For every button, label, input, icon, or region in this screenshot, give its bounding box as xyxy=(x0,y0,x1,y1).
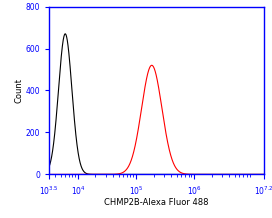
X-axis label: CHMP2B-Alexa Fluor 488: CHMP2B-Alexa Fluor 488 xyxy=(104,198,209,207)
Y-axis label: Count: Count xyxy=(15,78,24,103)
